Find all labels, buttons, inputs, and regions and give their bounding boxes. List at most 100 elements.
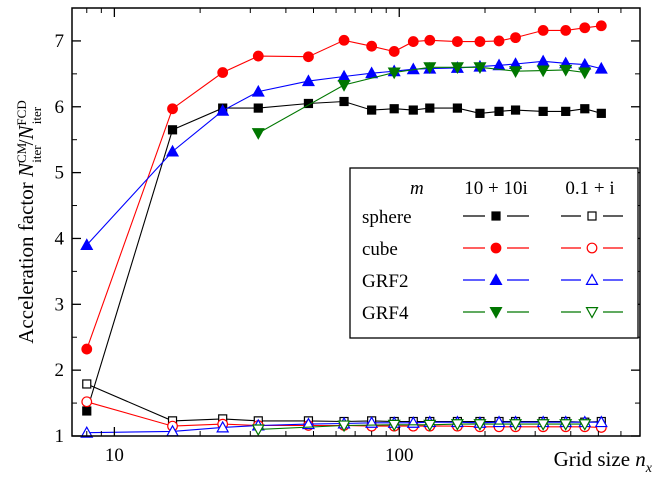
data-point-grf2-filled — [406, 62, 420, 75]
legend-header-m: m — [410, 178, 424, 199]
series-line-grf4-open — [258, 423, 585, 430]
legend-samples — [463, 211, 623, 319]
data-point-sphere-filled — [494, 106, 504, 116]
legend-label-sphere: sphere — [362, 207, 412, 228]
data-point-cube-filled — [595, 20, 607, 32]
data-point-cube-filled — [579, 22, 591, 34]
data-point-grf2-filled — [251, 84, 265, 97]
data-point-sphere-filled — [339, 96, 349, 107]
data-point-grf4-open — [509, 419, 523, 431]
series-line-sphere-open — [86, 383, 602, 423]
data-point-grf2-filled — [594, 61, 608, 74]
data-point-sphere-filled — [389, 104, 399, 114]
data-point-grf4-filled — [450, 62, 464, 74]
data-point-grf2-open — [301, 417, 315, 430]
series-grf4-open — [251, 419, 592, 437]
data-point-sphere-filled — [510, 105, 521, 115]
data-point-grf4-filled — [578, 67, 592, 80]
data-point-grf4-open — [450, 419, 464, 431]
y-tick-label: 2 — [55, 360, 65, 381]
legend-label-grf4: GRF4 — [362, 303, 409, 324]
data-point-cube-open — [81, 396, 93, 408]
data-point-grf4-filled — [559, 64, 573, 77]
legend-marker-grf4-open — [585, 307, 599, 319]
series-grf4-filled — [251, 62, 592, 140]
data-point-sphere-filled — [82, 406, 92, 416]
data-point-grf4-open — [578, 419, 592, 431]
legend-marker-grf2-filled — [489, 273, 503, 285]
x-tick-label: 10 — [105, 445, 124, 466]
legend: m 10 + 10i 0.1 + i sphere cube GRF2 GRF4 — [349, 167, 639, 339]
legend-header-col2: 0.1 + i — [565, 178, 614, 199]
data-point-sphere-filled — [561, 106, 571, 116]
y-tick-label: 3 — [55, 294, 65, 315]
legend-label-grf2: GRF2 — [362, 271, 408, 292]
data-point-grf4-open — [423, 419, 437, 432]
data-point-sphere-filled — [452, 103, 462, 113]
data-point-grf4-filled — [536, 65, 550, 78]
legend-marker-cube-filled — [490, 242, 502, 254]
data-point-sphere-open — [82, 379, 92, 389]
data-point-grf4-open — [559, 419, 573, 431]
legend-marker-sphere-open — [587, 211, 597, 221]
data-point-cube-filled — [217, 67, 229, 78]
y-tick-label: 5 — [55, 163, 65, 184]
data-point-cube-filled — [407, 36, 419, 47]
data-point-sphere-filled — [425, 103, 435, 113]
data-point-sphere-filled — [303, 98, 314, 109]
data-point-grf2-filled — [166, 144, 180, 157]
data-point-grf4-open — [251, 424, 265, 437]
y-axis-title: Acceleration factor NCMiter/NFCDiter — [14, 100, 44, 343]
data-point-cube-filled — [388, 46, 400, 57]
data-point-grf4-filled — [509, 66, 523, 78]
y-tick-label: 1 — [55, 426, 65, 447]
plot-frame — [71, 7, 641, 437]
data-point-grf2-filled — [80, 238, 94, 251]
x-axis-title: Grid size nx — [554, 447, 653, 476]
data-point-grf4-filled — [387, 67, 401, 80]
data-point-grf4-filled — [473, 62, 487, 74]
data-point-grf4-filled — [251, 128, 265, 140]
data-point-sphere-filled — [580, 104, 590, 114]
legend-header-col1: 10 + 10i — [464, 178, 528, 199]
data-point-cube-filled — [366, 40, 378, 52]
data-point-grf2-filled — [301, 74, 315, 87]
data-point-sphere-filled — [408, 105, 418, 115]
data-point-cube-filled — [510, 32, 521, 44]
axes: 1 2 3 4 5 6 7 10 100 — [55, 7, 641, 466]
data-point-grf4-open — [337, 420, 351, 433]
legend-marker-cube-open — [586, 242, 598, 254]
data-point-cube-filled — [451, 36, 463, 47]
data-point-cube-filled — [252, 50, 264, 62]
data-point-sphere-filled — [596, 108, 606, 118]
data-point-grf4-open — [387, 419, 401, 432]
legend-marker-grf2-open — [585, 273, 599, 285]
data-point-sphere-filled — [367, 105, 377, 115]
data-point-cube-filled — [81, 343, 93, 355]
legend-marker-sphere-filled — [491, 211, 501, 221]
y-tick-label: 7 — [55, 31, 65, 52]
series-cube-filled — [81, 20, 607, 355]
data-point-grf2-filled — [216, 103, 230, 116]
data-point-sphere-filled — [538, 106, 548, 116]
y-tick-label: 6 — [55, 97, 65, 118]
data-point-cube-filled — [474, 36, 486, 47]
data-point-cube-filled — [560, 24, 572, 36]
data-point-grf2-open — [216, 420, 230, 433]
data-point-grf4-open — [536, 419, 550, 431]
series-line-grf4-filled — [258, 66, 585, 134]
data-point-cube-filled — [303, 51, 314, 63]
data-point-sphere-filled — [253, 103, 263, 113]
legend-marker-grf4-filled — [489, 307, 503, 319]
data-point-grf2-open — [594, 415, 608, 428]
data-point-cube-filled — [537, 24, 549, 36]
data-point-cube-filled — [493, 35, 505, 47]
data-point-grf2-filled — [536, 54, 550, 67]
y-tick-label: 4 — [55, 228, 65, 249]
data-point-sphere-filled — [167, 125, 178, 135]
legend-label-cube: cube — [362, 239, 398, 260]
data-point-cube-filled — [338, 34, 350, 46]
x-tick-label: 100 — [385, 445, 414, 466]
data-point-cube-filled — [424, 34, 436, 46]
data-point-cube-filled — [167, 103, 178, 115]
